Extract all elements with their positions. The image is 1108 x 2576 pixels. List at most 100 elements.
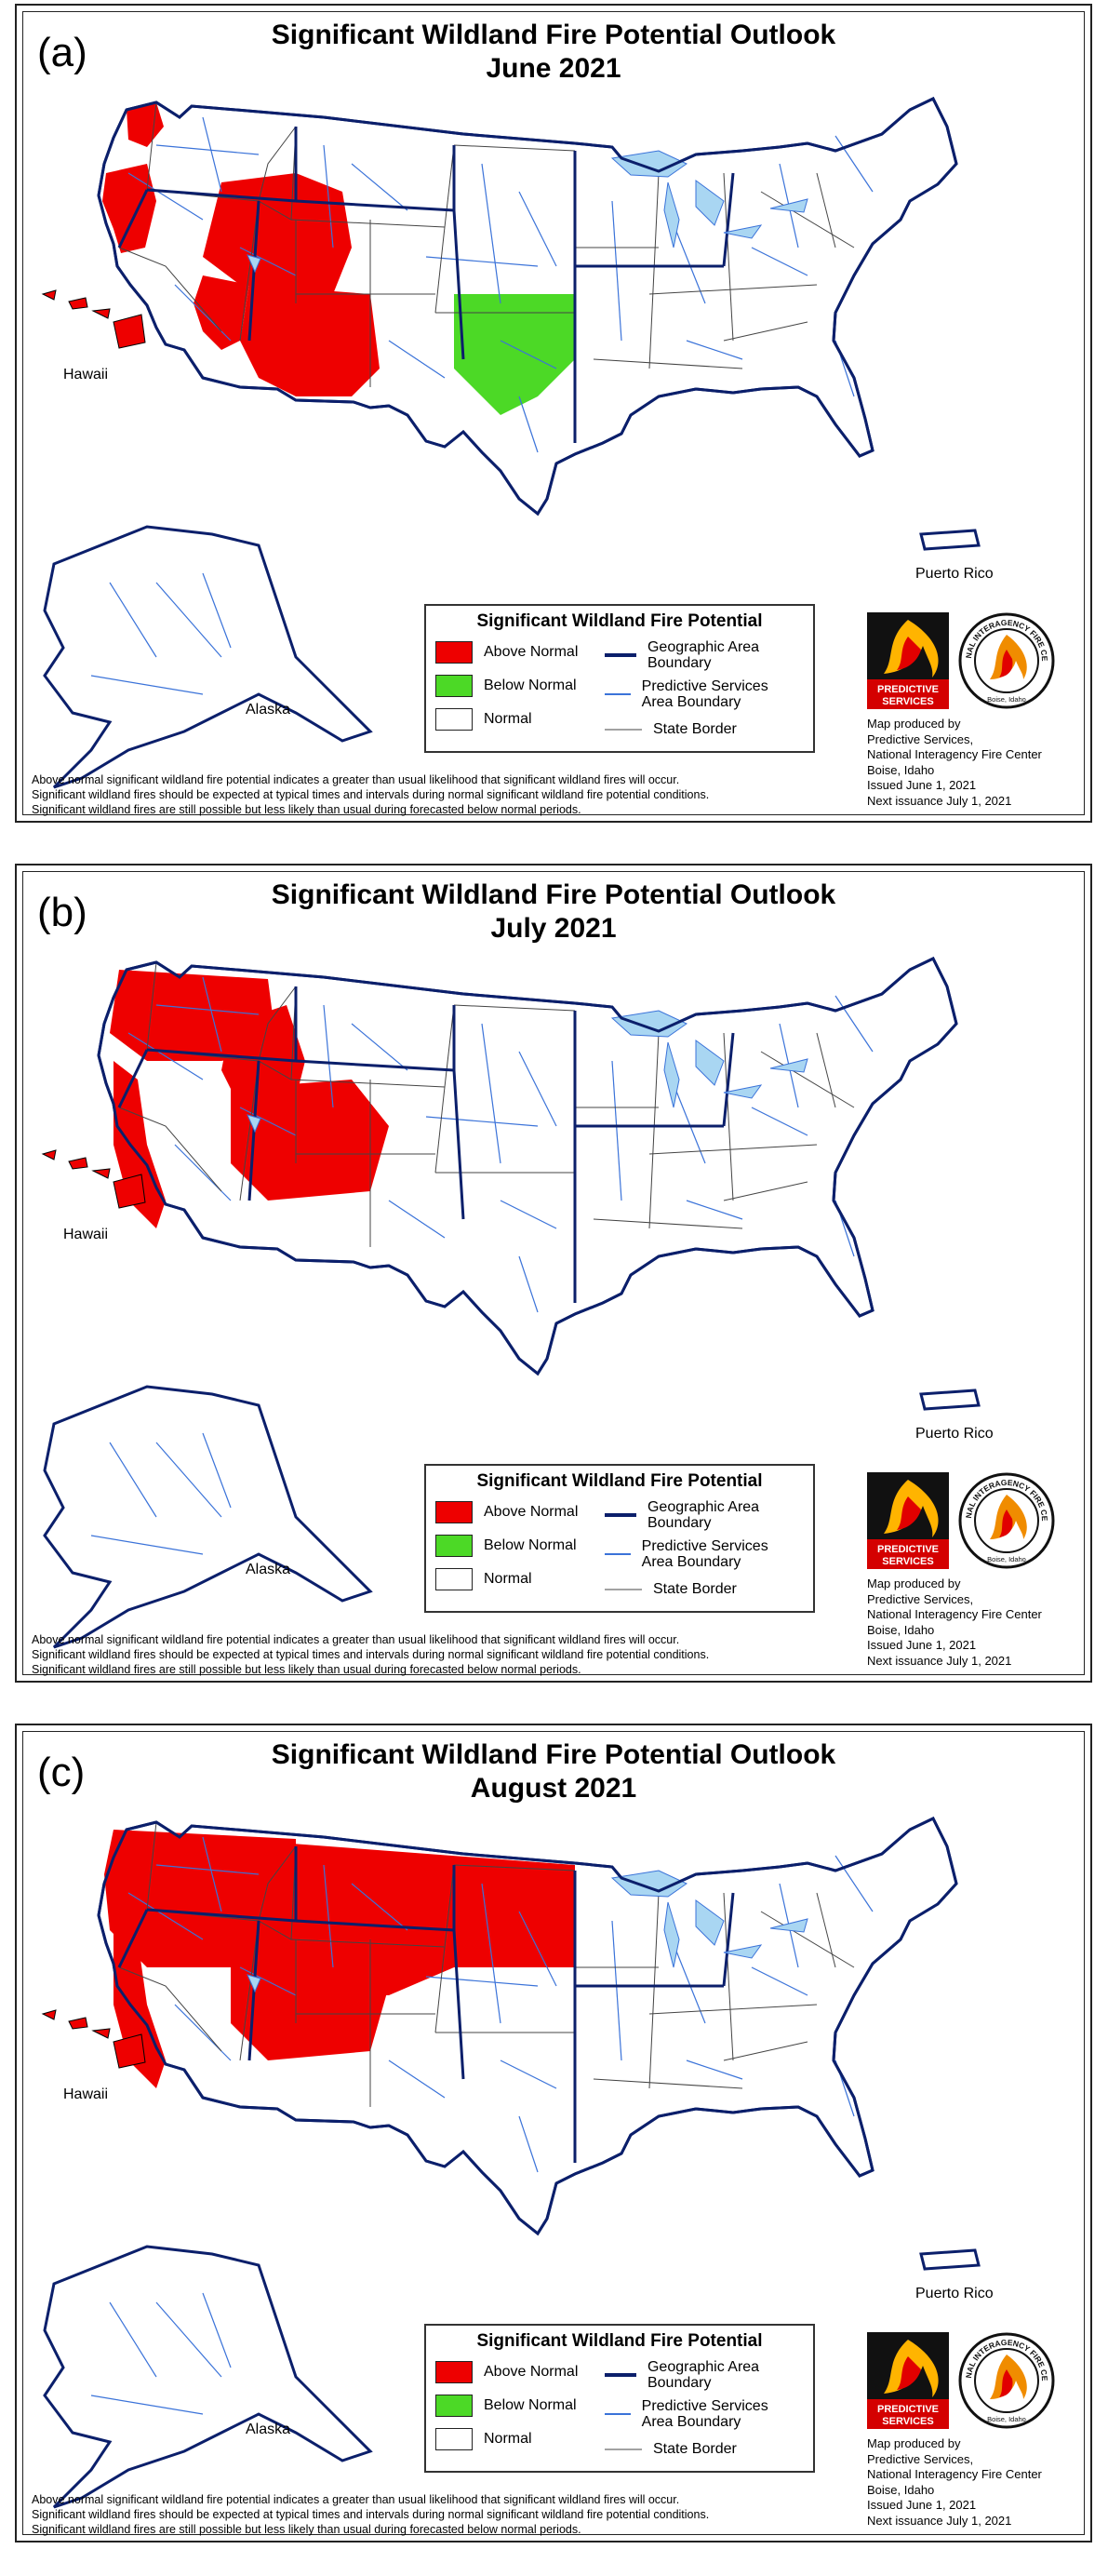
puerto-rico-label: Puerto Rico [915, 566, 994, 582]
legend-psa-boundary: Predictive Services Area Boundary [605, 1538, 800, 1570]
state-border-symbol [605, 2449, 642, 2450]
psa-boundary [351, 1883, 408, 1931]
state-border [723, 1032, 734, 1201]
state-border [816, 172, 836, 248]
psa-boundary [323, 144, 334, 248]
map-notes: Above normal significant wildland fire p… [32, 773, 710, 816]
normal-swatch [435, 1568, 473, 1590]
map-title: Significant Wildland Fire Potential Outl… [271, 879, 836, 944]
psa-boundary [425, 256, 539, 267]
legend-psa-boundary-label: Predictive Services Area Boundary [641, 1538, 768, 1570]
state-border [648, 2004, 818, 2015]
above-normal-area-oregon-west [102, 164, 156, 253]
great-lake [663, 181, 680, 248]
state-border [118, 247, 222, 332]
great-lake [695, 1040, 725, 1086]
alaska-psa-boundary [90, 675, 204, 695]
alaska-outline [43, 525, 373, 789]
psa-boundary [686, 1200, 743, 1220]
normal-swatch [435, 2428, 473, 2450]
geo-boundary-symbol [605, 1513, 636, 1517]
legend-normal: Normal [435, 1568, 532, 1590]
state-border [593, 358, 743, 369]
legend-normal-label: Normal [484, 2431, 532, 2447]
panel-frame [22, 871, 1085, 1675]
legend-geo-boundary: Geographic Area Boundary [605, 2359, 800, 2391]
psa-boundary [481, 163, 501, 304]
great-lake [610, 1010, 687, 1038]
state-border [239, 1920, 260, 2061]
psa-boundary [518, 1051, 557, 1127]
below-normal-swatch [435, 1535, 473, 1557]
state-border [723, 1892, 734, 2061]
state-border [146, 1821, 157, 1911]
above-normal-area-northern-plains [445, 1865, 575, 1949]
predictive-services-logo: PREDICTIVE SERVICES [867, 612, 949, 709]
state-border [648, 1892, 660, 2089]
psa-boundary [751, 1107, 808, 1136]
psa-boundary-symbol [605, 693, 631, 695]
hawaii-islands [41, 289, 146, 349]
legend-below-normal: Below Normal [435, 675, 577, 697]
state-border [444, 1004, 455, 1088]
above-normal-area-great-basin-east [231, 1939, 389, 2060]
outlook-panel: (a) Significant Wildland Fire Potential … [15, 4, 1092, 823]
psa-boundary [500, 2059, 557, 2089]
map-credits: Map produced by Predictive Services, Nat… [867, 717, 1042, 808]
psa-boundary [518, 1255, 539, 1313]
alaska-psa-boundary [202, 2292, 232, 2368]
psa-boundary [518, 1911, 557, 1987]
psa-boundary [239, 1966, 297, 1996]
panel-letter: (c) [37, 1750, 86, 1795]
psa-boundary [155, 1004, 260, 1015]
svg-text:SERVICES: SERVICES [882, 696, 933, 707]
alaska-psa-boundary [109, 2301, 157, 2378]
svg-text:Boise, Idaho: Boise, Idaho [987, 1555, 1026, 1563]
legend-normal-label: Normal [484, 711, 532, 727]
legend-state-border: State Border [605, 2441, 737, 2458]
legend-geo-boundary-label: Geographic Area Boundary [647, 1499, 760, 1531]
psa-boundary [834, 995, 874, 1053]
legend-normal-label: Normal [484, 1571, 532, 1587]
geo-boundary [146, 188, 297, 203]
geo-boundary [247, 200, 260, 342]
alaska-psa-boundary [109, 1442, 157, 1518]
geo-boundary [117, 189, 149, 248]
legend-above-normal: Above Normal [435, 2361, 578, 2383]
psa-boundary [323, 1864, 334, 1968]
geo-boundary [117, 1049, 149, 1108]
map-notes: Above normal significant wildland fire p… [32, 2493, 710, 2536]
state-border [290, 219, 446, 228]
great-lake [247, 254, 261, 274]
panel-letter: (a) [37, 30, 87, 75]
legend-title: Significant Wildland Fire Potential [476, 2331, 763, 2351]
state-border [239, 1060, 260, 1201]
legend-below-normal: Below Normal [435, 1535, 577, 1557]
geo-boundary [722, 1032, 735, 1127]
psa-boundary [202, 116, 222, 193]
psa-boundary [518, 191, 557, 267]
state-border [239, 200, 260, 342]
state-border [258, 126, 297, 202]
state-border [146, 101, 157, 191]
alaska-label: Alaska [246, 2422, 291, 2437]
psa-boundary [500, 340, 557, 369]
legend-normal: Normal [435, 708, 532, 731]
psa-boundary [351, 163, 408, 211]
alaska-psa-boundary [109, 582, 157, 658]
psa-boundary [127, 1892, 204, 1940]
state-border [723, 172, 734, 342]
below-normal-swatch [435, 675, 473, 697]
psa-boundary [388, 340, 446, 379]
psa-boundary [202, 1836, 222, 1912]
great-lake [695, 1899, 725, 1946]
state-border [258, 1845, 297, 1922]
alaska-psa-boundary [202, 572, 232, 649]
state-border [816, 1892, 836, 1968]
predictive-services-logo: PREDICTIVE SERVICES [867, 1472, 949, 1569]
alaska-psa-boundary [155, 1442, 222, 1518]
state-border-symbol [605, 1589, 642, 1590]
psa-boundary [127, 172, 204, 221]
psa-boundary [127, 1032, 204, 1080]
hawaii-islands [41, 2009, 146, 2069]
